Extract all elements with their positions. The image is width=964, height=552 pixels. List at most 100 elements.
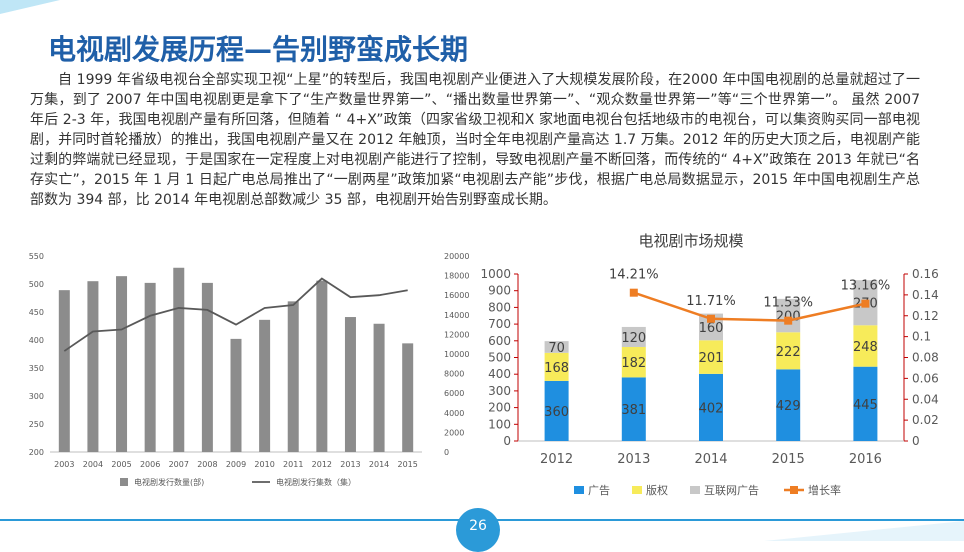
slide-title: 电视剧发展历程—告别野蛮成长期 — [48, 33, 469, 66]
tv-market-size-chart: 电视剧市场规模100090080070060050040030020010000… — [480, 232, 939, 497]
legend-label-广告: 广告 — [588, 484, 610, 497]
x-tick-label: 2015 — [772, 452, 805, 467]
y-tick-label: 450 — [29, 308, 44, 317]
bar-互联网广告-2012 — [544, 341, 569, 353]
bar-广告-2013 — [621, 377, 646, 441]
slide-body-text: 自 1999 年省级电视台全部实现卫视“上星”的转型后，我国电视剧产业便进入了大… — [30, 72, 920, 208]
bar-互联网广告-2015 — [776, 298, 801, 333]
data-label-版权: 201 — [699, 351, 724, 366]
bar-2014 — [373, 323, 385, 452]
bar-互联网广告-2013 — [621, 326, 646, 347]
x-tick-label: 2015 — [398, 460, 418, 469]
legend-label-bars: 电视剧发行数量(部) — [134, 477, 204, 487]
x-tick-label: 2011 — [283, 460, 303, 469]
x-tick-label: 2013 — [340, 460, 360, 469]
y2-tick-label: 16000 — [444, 291, 469, 300]
legend-label-growth: 增长率 — [808, 483, 841, 497]
y2-tick-label: 0.04 — [912, 392, 939, 406]
y-tick-label: 200 — [29, 448, 44, 457]
y-tick-label: 800 — [488, 300, 511, 314]
growth-label-2016: 13.16% — [841, 279, 891, 294]
y2-tick-label: 12000 — [444, 330, 469, 339]
growth-point-2014 — [707, 314, 715, 323]
y2-tick-label: 0.16 — [912, 267, 939, 281]
data-label-版权: 222 — [776, 345, 801, 360]
bar-2015 — [402, 343, 414, 452]
legend-swatch-bars — [120, 478, 128, 486]
x-tick-label: 2013 — [617, 452, 650, 467]
bar-2011 — [287, 301, 299, 452]
bar-版权-2014 — [699, 340, 723, 374]
growth-label-2014: 11.71% — [686, 294, 736, 309]
x-tick-label: 2006 — [140, 460, 160, 469]
data-label-互联网广告: 160 — [699, 321, 724, 336]
bar-版权-2012 — [544, 352, 569, 381]
x-tick-label: 2012 — [312, 460, 332, 469]
y2-tick-label: 8000 — [444, 370, 464, 379]
bar-2005 — [116, 276, 128, 452]
bar-2007 — [173, 267, 185, 452]
data-label-版权: 182 — [621, 356, 646, 371]
y2-tick-label: 0.08 — [912, 351, 939, 365]
episodes-line — [63, 277, 408, 352]
bar-版权-2013 — [621, 346, 646, 378]
y-tick-label: 300 — [29, 392, 44, 401]
x-tick-label: 2014 — [694, 452, 727, 467]
y-tick-label: 900 — [488, 284, 511, 298]
y2-tick-label: 6000 — [444, 389, 464, 398]
x-tick-label: 2008 — [197, 460, 217, 469]
y2-tick-label: 10000 — [444, 350, 469, 359]
y2-tick-label: 14000 — [444, 311, 469, 320]
growth-label-2015: 11.53% — [763, 296, 813, 311]
decorative-corner-bottom-right — [764, 521, 964, 541]
bar-广告-2012 — [544, 380, 569, 441]
x-tick-label: 2005 — [111, 460, 131, 469]
y-tick-label: 600 — [488, 334, 511, 348]
y2-tick-label: 2000 — [444, 428, 464, 437]
data-label-版权: 248 — [853, 340, 878, 355]
bar-2003 — [58, 290, 70, 452]
bar-广告-2015 — [776, 369, 801, 441]
y2-tick-label: 0.06 — [912, 371, 939, 385]
y-tick-label: 0 — [503, 434, 511, 448]
x-tick-label: 2010 — [254, 460, 274, 469]
bar-广告-2016 — [853, 366, 878, 441]
bar-2012 — [316, 280, 328, 452]
legend-swatch-版权 — [632, 486, 642, 494]
data-label-广告: 445 — [853, 398, 878, 413]
y-tick-label: 100 — [488, 417, 511, 431]
legend-swatch-growth-marker — [790, 486, 798, 494]
bar-2006 — [144, 282, 156, 452]
bar-广告-2014 — [699, 373, 723, 441]
data-label-广告: 381 — [621, 403, 646, 418]
bar-2009 — [230, 338, 242, 452]
tv-series-output-chart: 5505004504003503002502002000018000160001… — [29, 252, 470, 487]
y2-tick-label: 0 — [912, 434, 920, 448]
y-tick-label: 300 — [488, 384, 511, 398]
growth-label-2013: 14.21% — [609, 268, 659, 283]
x-tick-label: 2003 — [54, 460, 74, 469]
bar-2008 — [201, 282, 213, 452]
y-tick-label: 400 — [29, 336, 44, 345]
y-tick-label: 200 — [488, 401, 511, 415]
x-tick-label: 2004 — [83, 460, 103, 469]
x-tick-label: 2014 — [369, 460, 389, 469]
y-tick-label: 500 — [29, 280, 44, 289]
y2-tick-label: 0.14 — [912, 288, 939, 302]
growth-point-2013 — [629, 288, 638, 297]
y-tick-label: 1000 — [480, 267, 511, 281]
y-tick-label: 350 — [29, 364, 44, 373]
data-label-互联网广告: 120 — [621, 331, 646, 346]
x-tick-label: 2007 — [169, 460, 189, 469]
legend-label-版权: 版权 — [646, 483, 668, 497]
y2-tick-label: 0.02 — [912, 413, 939, 427]
y2-tick-label: 0 — [444, 448, 449, 457]
x-tick-label: 2012 — [540, 452, 573, 467]
x-tick-label: 2009 — [226, 460, 246, 469]
legend-label-互联网广告: 互联网广告 — [704, 484, 759, 497]
growth-point-2015 — [784, 316, 793, 325]
y-tick-label: 400 — [488, 367, 511, 381]
legend-swatch-互联网广告 — [690, 486, 700, 494]
bar-2010 — [259, 319, 271, 452]
y2-tick-label: 20000 — [444, 252, 469, 261]
